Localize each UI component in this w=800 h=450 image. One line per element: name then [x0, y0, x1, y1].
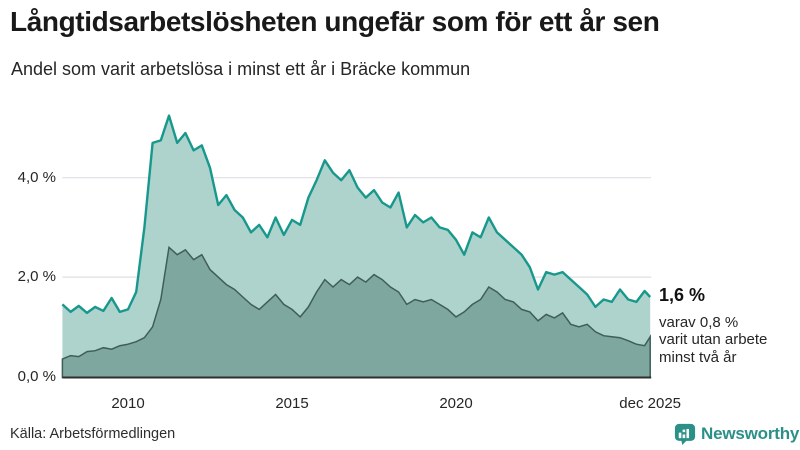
- page-title: Långtidsarbetslösheten ungefär som för e…: [10, 6, 660, 37]
- y-tick-2: 2,0 %: [17, 268, 56, 286]
- y-tick-0: 0,0 %: [17, 367, 56, 385]
- area-unemployed-2yr: [61, 245, 651, 379]
- newsworthy-wordmark: Newsworthy: [701, 424, 800, 443]
- x-tick-2015: 2015: [275, 395, 309, 412]
- x-tick-2010: 2010: [111, 395, 145, 412]
- brand-logo: Newsworthy: [674, 423, 799, 445]
- x-tick-2020: 2020: [439, 395, 473, 412]
- end-value-detail: varav 0,8 % varit utan arbete minst två …: [659, 313, 768, 366]
- source-note: Källa: Arbetsförmedlingen: [10, 426, 176, 442]
- y-tick-4: 4,0 %: [17, 168, 56, 186]
- newsworthy-icon: [674, 423, 696, 445]
- line-unemployed-1yr: [61, 114, 652, 315]
- end-value-label: 1,6 %: [659, 284, 706, 305]
- page-subtitle: Andel som varit arbetslösa i minst ett å…: [11, 59, 471, 79]
- x-tick-dec-2025: dec 2025: [619, 395, 682, 412]
